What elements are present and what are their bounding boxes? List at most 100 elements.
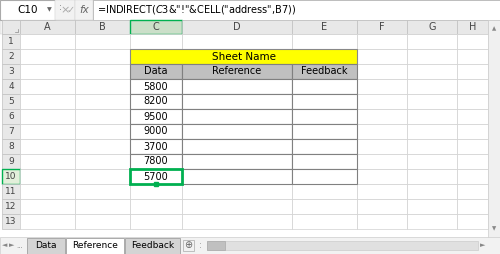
Bar [182,169,292,184]
Bar [20,49,75,64]
Bar [130,20,182,34]
Text: :: : [58,4,61,12]
Text: H: H [469,22,476,32]
Bar [0,20,500,34]
Text: 2: 2 [8,52,14,61]
Bar [2,199,20,214]
Bar [27,238,65,254]
Bar [407,169,457,184]
Text: 5: 5 [8,97,14,106]
Bar [130,169,182,184]
Bar [182,94,292,109]
Bar [357,49,407,64]
Bar [93,0,500,20]
Bar [75,184,130,199]
Text: 8200: 8200 [144,97,169,106]
Bar [407,79,457,94]
Text: G: G [428,22,436,32]
Text: 13: 13 [5,217,17,226]
Bar [130,49,182,64]
Bar [407,109,457,124]
Bar [292,20,357,34]
Bar [182,124,292,139]
Bar [292,94,357,109]
Bar [207,241,478,250]
Bar [2,20,20,34]
Bar [182,109,292,124]
Bar [130,64,182,79]
Bar [130,199,182,214]
Bar [20,214,75,229]
Bar [75,214,130,229]
Text: ...: ... [16,243,24,248]
Text: 9500: 9500 [144,112,169,121]
Bar [130,139,182,154]
Bar [292,139,357,154]
Text: 5700: 5700 [144,171,169,182]
Bar [130,124,182,139]
Bar [182,79,292,94]
Bar [292,124,357,139]
Bar [182,139,292,154]
Text: B: B [99,22,106,32]
Bar [2,49,20,64]
Bar [20,94,75,109]
Bar [292,184,357,199]
Bar [130,169,182,184]
Bar [125,238,180,254]
Text: ►: ► [10,243,14,248]
Bar [292,94,357,109]
Bar [292,109,357,124]
Bar [130,184,182,199]
Bar [0,0,500,20]
Bar [182,109,292,124]
Bar [20,34,75,49]
Text: Data: Data [35,242,57,250]
Text: ▲: ▲ [492,26,496,31]
Bar [182,49,292,64]
Text: 3: 3 [8,67,14,76]
Bar [457,214,488,229]
Bar [130,169,182,184]
Bar [66,238,124,254]
Bar [357,94,407,109]
Bar [407,139,457,154]
Bar [2,79,20,94]
Bar [292,169,357,184]
Bar [183,240,194,251]
Bar [75,79,130,94]
Bar [2,94,20,109]
Bar [20,139,75,154]
Text: ►: ► [480,243,486,248]
Bar [292,79,357,94]
Text: F: F [379,22,385,32]
Bar [357,124,407,139]
Text: 8: 8 [8,142,14,151]
Bar [130,79,182,94]
Bar [292,49,357,64]
Bar [0,0,55,20]
Text: 3700: 3700 [144,141,169,151]
Bar [130,154,182,169]
Text: fx: fx [79,5,89,15]
Bar [457,154,488,169]
Bar [75,0,93,20]
Text: 12: 12 [6,202,16,211]
Bar [457,199,488,214]
Bar [0,237,500,254]
Text: C10: C10 [17,5,38,15]
Bar [20,184,75,199]
Bar [457,64,488,79]
Bar [20,199,75,214]
Bar [75,20,130,34]
Bar [2,169,20,184]
Bar [357,169,407,184]
Bar [292,139,357,154]
Bar [20,124,75,139]
Bar [407,94,457,109]
Text: :: : [198,241,202,250]
Bar [407,199,457,214]
Bar [407,124,457,139]
Text: ✓: ✓ [67,5,75,15]
Bar [20,169,75,184]
